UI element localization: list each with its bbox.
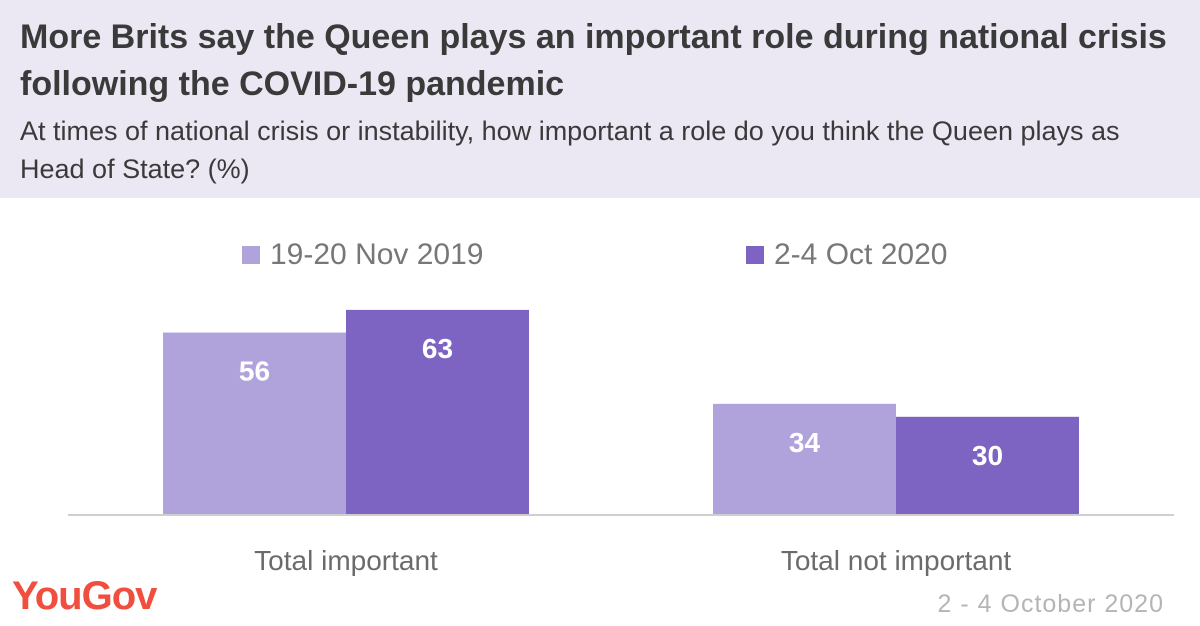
bar-value-label: 30 — [972, 440, 1003, 471]
legend-label-2019: 19-20 Nov 2019 — [270, 238, 484, 271]
bar-total-important-2-4-oct-2020 — [346, 309, 529, 514]
chart-subtitle: At times of national crisis or instabili… — [20, 116, 1120, 184]
legend-swatch-2019 — [242, 246, 260, 264]
chart-header: More Brits say the Queen plays an import… — [0, 0, 1200, 198]
bar-value-label: 34 — [789, 427, 821, 458]
legend-label-2020: 2-4 Oct 2020 — [774, 238, 948, 271]
category-label-total-important: Total important — [254, 545, 438, 576]
yougov-logo: YouGov — [12, 574, 157, 618]
bar-total-not-important-19-20-nov-2019 — [713, 403, 896, 514]
legend-item-2019: 19-20 Nov 2019 — [242, 238, 484, 272]
bar-total-not-important-2-4-oct-2020 — [896, 416, 1079, 514]
bar-value-label: 63 — [422, 333, 453, 364]
bar-value-label: 56 — [239, 356, 270, 387]
legend-swatch-2020 — [746, 246, 764, 264]
bar-total-important-19-20-nov-2019 — [163, 332, 346, 514]
fieldwork-date: 2 - 4 October 2020 — [937, 590, 1164, 618]
category-label-total-not-important: Total not important — [781, 545, 1012, 576]
chart-title: More Brits say the Queen plays an import… — [20, 18, 1167, 103]
legend-item-2020: 2-4 Oct 2020 — [746, 238, 947, 272]
legend: 19-20 Nov 2019 2-4 Oct 2020 — [0, 238, 1200, 278]
